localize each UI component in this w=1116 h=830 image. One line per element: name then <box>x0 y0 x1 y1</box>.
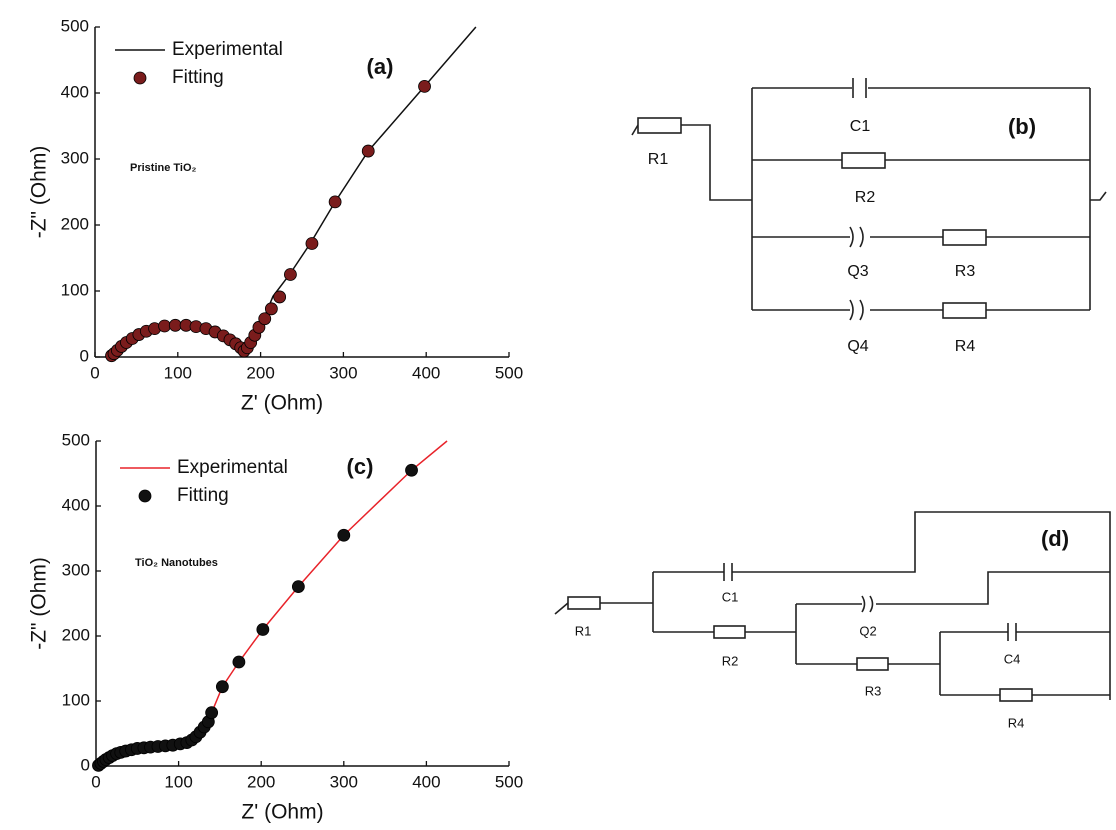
resistor <box>942 229 987 246</box>
capacitor <box>1007 623 1017 641</box>
legend-label: Experimental <box>172 39 283 60</box>
x-tick-label: 200 <box>247 772 275 791</box>
marker <box>273 290 287 304</box>
series-line <box>97 440 448 767</box>
component-label: R3 <box>865 683 882 698</box>
marker <box>405 463 418 477</box>
marker <box>158 319 171 333</box>
series-line <box>111 26 477 357</box>
x-tick-label: 0 <box>90 363 99 382</box>
marker <box>256 623 270 636</box>
marker <box>418 80 431 93</box>
marker <box>284 268 297 281</box>
resistor <box>567 596 601 610</box>
component-label: C1 <box>850 118 871 135</box>
x-tick-label: 300 <box>330 772 358 791</box>
x-axis-label: Z' (Ohm) <box>241 392 323 415</box>
legend-marker <box>138 489 152 503</box>
resistor <box>841 152 886 169</box>
marker <box>305 237 319 250</box>
x-tick-label: 400 <box>412 772 440 791</box>
panel-label: (b) <box>1008 114 1036 139</box>
marker <box>205 706 219 720</box>
y-tick-label: 400 <box>62 495 90 514</box>
capacitor <box>852 78 867 98</box>
component-label: R4 <box>1008 715 1025 730</box>
y-tick-label: 200 <box>62 625 90 644</box>
component-label: Q4 <box>847 338 868 355</box>
x-tick-label: 500 <box>495 363 523 382</box>
y-tick-label: 200 <box>61 214 89 233</box>
component-label: C1 <box>722 589 739 604</box>
component-label: R3 <box>955 263 976 280</box>
y-tick-label: 0 <box>80 346 89 365</box>
y-tick-label: 100 <box>61 280 89 299</box>
x-tick-label: 400 <box>412 363 440 382</box>
annotation: Pristine TiO₂ <box>130 162 197 174</box>
panel-label: (d) <box>1041 526 1069 551</box>
wires <box>554 511 1111 700</box>
y-tick-label: 300 <box>62 560 90 579</box>
marker <box>337 528 351 542</box>
circuit-b: R1 C1 R2 Q3 R3 Q4 R4 (b) <box>631 78 1107 355</box>
panel-label: (c) <box>347 454 374 479</box>
capacitor <box>723 563 733 581</box>
resistor <box>713 625 746 639</box>
annotation: TiO₂ Nanotubes <box>135 557 218 569</box>
component-label: Q3 <box>847 263 868 280</box>
panel-label: (a) <box>367 54 394 79</box>
cpe <box>849 299 864 321</box>
legend-label: Fitting <box>177 485 229 506</box>
y-tick-label: 500 <box>62 430 90 449</box>
y-tick-label: 300 <box>61 148 89 167</box>
resistor <box>942 302 987 319</box>
marker <box>258 312 272 326</box>
marker <box>264 302 278 316</box>
legend-marker <box>133 71 147 85</box>
component-label: R2 <box>722 653 739 668</box>
resistor <box>856 657 889 671</box>
marker <box>168 318 182 332</box>
component-label: Q2 <box>859 623 876 638</box>
x-tick-label: 100 <box>164 772 192 791</box>
marker <box>328 195 342 209</box>
resistor <box>637 117 682 134</box>
marker <box>291 580 305 593</box>
circuit-d: R1 C1 R2 Q2 R3 C4 R4 (d) <box>554 511 1111 730</box>
y-tick-label: 100 <box>62 690 90 709</box>
x-tick-label: 300 <box>329 363 357 382</box>
component-label: R1 <box>648 151 669 168</box>
component-label: R4 <box>955 338 976 355</box>
wires <box>631 87 1107 311</box>
x-tick-label: 500 <box>495 772 523 791</box>
resistor <box>999 688 1033 702</box>
marker <box>232 655 246 669</box>
legend-label: Experimental <box>177 457 288 478</box>
x-axis-label: Z' (Ohm) <box>241 801 323 824</box>
y-tick-label: 400 <box>61 82 89 101</box>
marker <box>361 144 375 158</box>
y-tick-label: 0 <box>81 755 90 774</box>
legend-label: Fitting <box>172 67 224 88</box>
cpe <box>849 226 864 248</box>
component-label: C4 <box>1004 651 1021 666</box>
x-tick-label: 0 <box>91 772 100 791</box>
cpe <box>861 595 874 613</box>
component-label: R1 <box>575 623 592 638</box>
y-axis-label: -Z" (Ohm) <box>28 557 51 650</box>
x-tick-label: 200 <box>246 363 274 382</box>
component-label: R2 <box>855 189 876 206</box>
marker <box>215 680 229 694</box>
y-tick-label: 500 <box>61 16 89 35</box>
x-tick-label: 100 <box>164 363 192 382</box>
y-axis-label: -Z" (Ohm) <box>28 146 51 239</box>
